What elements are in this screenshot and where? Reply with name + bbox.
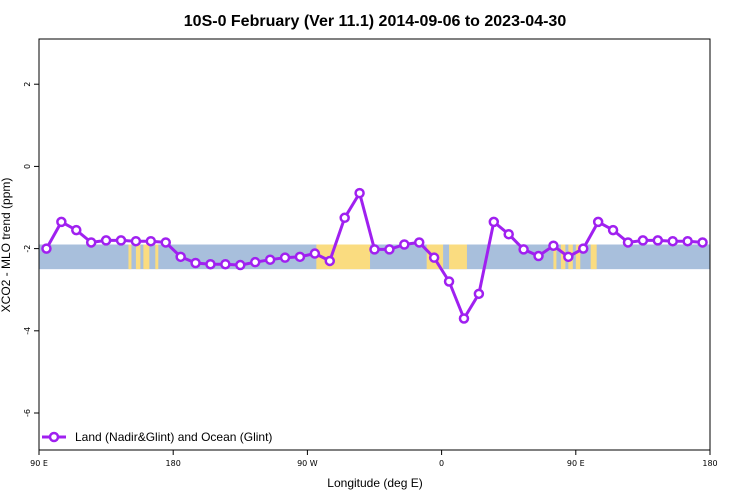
y-tick-label: -2 (23, 245, 32, 253)
data-point (339, 212, 350, 224)
data-point (175, 251, 186, 263)
data-point (71, 224, 82, 236)
data-point (697, 237, 708, 248)
legend-marker-swatch (48, 431, 60, 443)
data-point (279, 252, 291, 263)
y-axis-label: XCO2 - MLO trend (ppm) (0, 178, 13, 313)
data-point (220, 258, 231, 270)
x-tick-label: 180 (702, 459, 717, 468)
chart-title: 10S-0 February (Ver 11.1) 2014-09-06 to … (184, 13, 567, 30)
data-point (458, 313, 470, 324)
x-tick-label: 90 E (30, 459, 48, 468)
data-point (100, 235, 112, 246)
data-point (443, 276, 455, 287)
data-point (399, 239, 410, 250)
x-axis: 90 E 180 90 W 0 90 E 180 (30, 450, 718, 468)
data-point (652, 235, 664, 246)
data-point (578, 243, 589, 254)
data-point (607, 224, 619, 236)
y-axis: 2 0 -2 -4 -6 (23, 82, 39, 417)
data-point (41, 243, 52, 254)
data-point (115, 235, 127, 246)
y-tick-label: 2 (23, 82, 32, 87)
land-band-segment (155, 244, 159, 270)
data-point (309, 248, 321, 259)
series-layer (41, 187, 708, 324)
data-point (548, 240, 559, 251)
data-point (145, 235, 157, 247)
x-tick-label: 0 (439, 459, 444, 468)
x-axis-label: Longitude (deg E) (327, 476, 422, 490)
y-tick-label: -4 (23, 327, 32, 335)
data-point (488, 216, 500, 228)
data-point (56, 216, 67, 228)
data-point (264, 254, 276, 265)
y-tick-label: -6 (23, 409, 32, 417)
data-point (413, 237, 425, 248)
y-tick-label: 0 (23, 164, 32, 169)
data-point (160, 237, 171, 248)
plot-frame (38, 38, 711, 451)
data-point (592, 216, 604, 228)
legend: Land (Nadir&Glint) and Ocean (Glint) (42, 430, 272, 444)
data-point (384, 244, 395, 255)
x-tick-label: 90 E (567, 459, 585, 468)
data-point (667, 235, 678, 247)
legend-label: Land (Nadir&Glint) and Ocean (Glint) (75, 430, 272, 444)
land-band-segment (143, 244, 150, 270)
data-point (682, 235, 693, 247)
data-point (369, 244, 380, 255)
data-point (85, 237, 97, 248)
data-point (324, 255, 336, 267)
data-point (205, 258, 216, 270)
data-point (622, 237, 634, 248)
data-point (190, 257, 201, 269)
data-point (533, 250, 544, 262)
data-point (294, 251, 306, 263)
data-point (503, 228, 514, 240)
land-band-segment (135, 244, 141, 270)
data-point (235, 259, 246, 271)
x-tick-label: 180 (166, 459, 181, 468)
data-point (637, 235, 649, 246)
data-point (518, 244, 529, 255)
data-point (249, 256, 261, 268)
land-band-segment (316, 244, 371, 270)
land-band-segment (553, 244, 557, 270)
data-point (563, 251, 574, 263)
land-band-segment (128, 244, 132, 270)
land-band-segment (590, 244, 597, 270)
data-point (354, 187, 365, 199)
data-point (130, 235, 142, 247)
x-tick-label: 90 W (297, 459, 318, 468)
land-band-segment (575, 244, 581, 270)
data-point (473, 288, 485, 300)
land-band-segment (449, 244, 467, 270)
data-point (428, 252, 440, 263)
